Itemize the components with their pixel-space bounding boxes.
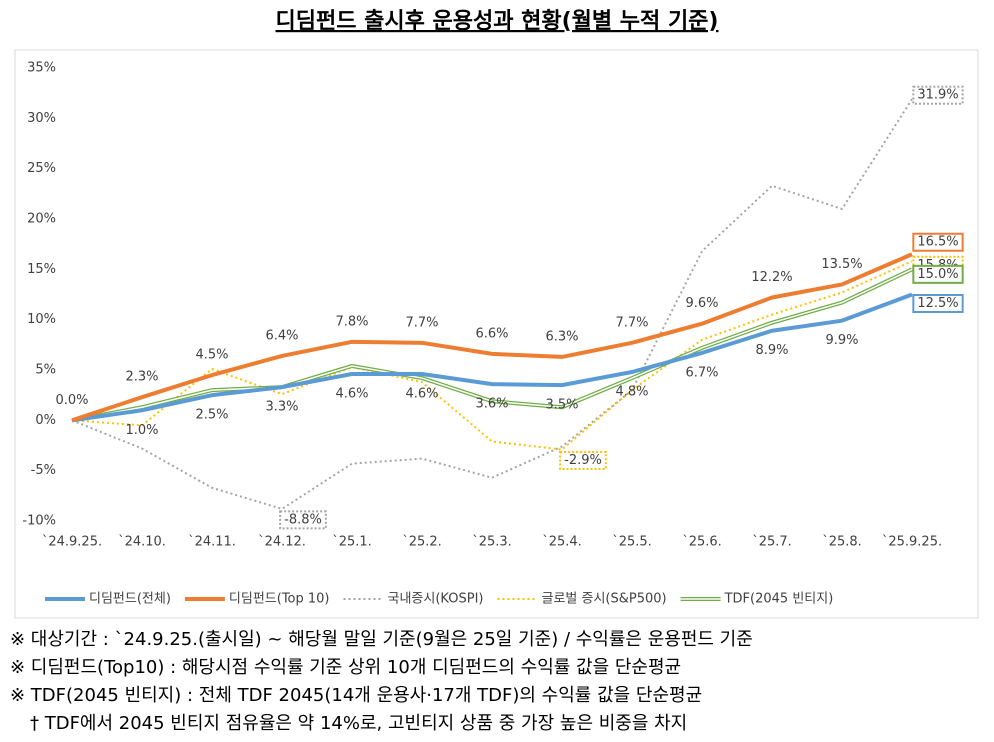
chart: 디딤펀드 출시후 운용성과 현황(월별 누적 기준) -10% -5% 0% 5% 10…	[14, 9, 979, 619]
x-tick-label: `25.1.	[332, 535, 372, 550]
x-tick-label: `25.6.	[682, 535, 722, 550]
x-tick-label: `25.9.25.	[882, 535, 942, 550]
note: ※ 대상기간 : `24.9.25.(출시일) ~ 해당월 말일 기준(9월은 …	[10, 629, 753, 650]
data-label: 2.5%	[195, 408, 228, 423]
y-tick-label: -5%	[31, 463, 56, 478]
data-label: 7.8%	[335, 314, 368, 329]
x-tick-label: `25.2.	[402, 535, 442, 550]
data-label: 4.6%	[405, 387, 438, 402]
data-label: 4.5%	[195, 348, 228, 363]
data-label: 2.3%	[125, 370, 158, 385]
data-label: 1.0%	[125, 423, 158, 438]
data-label: 6.3%	[545, 329, 578, 344]
x-tick-label: `24.12.	[258, 535, 306, 550]
y-tick-label: 5%	[35, 363, 56, 378]
y-tick-label: 15%	[27, 262, 56, 277]
label-box	[912, 264, 964, 284]
series-line	[71, 260, 913, 451]
label-box	[279, 510, 327, 530]
data-label: -2.9%	[564, 453, 602, 468]
series-line	[71, 292, 913, 423]
x-tick-label: `25.3.	[472, 535, 512, 550]
data-label: 4.6%	[335, 387, 368, 402]
label-box	[912, 294, 964, 313]
line-core	[71, 268, 913, 422]
note: ※ 디딤펀드(Top10) : 해당시점 수익률 기준 상위 10개 디딤펀드의…	[10, 657, 682, 678]
data-label: 7.7%	[405, 315, 438, 330]
y-tick-label: 20%	[27, 212, 56, 227]
legend-label: 글로벌 증시(S&P500)	[541, 592, 666, 607]
data-label: 31.9%	[917, 88, 958, 103]
series-line	[71, 98, 913, 510]
legend-label: TDF(2045 빈티지)	[724, 592, 834, 607]
data-label: 6.6%	[475, 326, 508, 341]
legend-label: 국내증시(KOSPI)	[388, 592, 484, 607]
data-label: 12.5%	[917, 296, 958, 311]
note: † TDF에서 2045 빈티지 점유율은 약 14%로, 고빈티지 상품 중 …	[30, 713, 688, 734]
data-label: 6.4%	[265, 328, 298, 343]
label-box	[559, 451, 607, 471]
x-tick-label: `25.4.	[542, 535, 582, 550]
data-label: 9.9%	[825, 333, 858, 348]
x-tick-label: `25.7.	[752, 535, 792, 550]
label-box	[912, 232, 964, 252]
data-label: 6.7%	[685, 365, 718, 380]
data-label: 12.2%	[751, 270, 792, 285]
y-tick-label: 35%	[27, 61, 56, 76]
data-label: 8.9%	[755, 343, 788, 358]
series-line	[71, 252, 913, 423]
chart-title: 디딤펀드 출시후 운용성과 현황(월별 누적 기준)	[276, 9, 719, 34]
note: ※ TDF(2045 빈티지) : 전체 TDF 2045(14개 운용사·17…	[10, 685, 703, 706]
data-label: 3.5%	[545, 398, 578, 413]
label-box	[912, 85, 964, 105]
data-label: 4.8%	[615, 385, 648, 400]
y-tick-label: 30%	[27, 111, 56, 126]
legend-label: 디딤펀드(Top 10)	[229, 592, 330, 607]
data-label: 7.7%	[615, 315, 648, 330]
data-label: 13.5%	[821, 257, 862, 272]
data-label: 3.3%	[265, 400, 298, 415]
y-tick-label: 10%	[27, 312, 56, 327]
legend-label: 디딤펀드(전체)	[89, 592, 171, 607]
data-label: 16.5%	[917, 235, 958, 250]
data-label: 15.0%	[917, 267, 958, 282]
y-tick-label: 0%	[35, 413, 56, 428]
data-label: 0.0%	[55, 393, 88, 408]
x-tick-label: `24.11.	[188, 535, 236, 550]
y-tick-label: -10%	[22, 514, 56, 529]
data-label: 9.6%	[685, 296, 718, 311]
x-tick-label: `25.8.	[822, 535, 862, 550]
data-label: -8.8%	[284, 512, 322, 527]
x-tick-label: `24.10.	[118, 535, 166, 550]
x-tick-label: `24.9.25.	[42, 535, 102, 550]
x-tick-label: `25.5.	[612, 535, 652, 550]
chart-frame	[14, 49, 979, 619]
data-label: 3.6%	[475, 397, 508, 412]
y-tick-label: 25%	[27, 161, 56, 176]
